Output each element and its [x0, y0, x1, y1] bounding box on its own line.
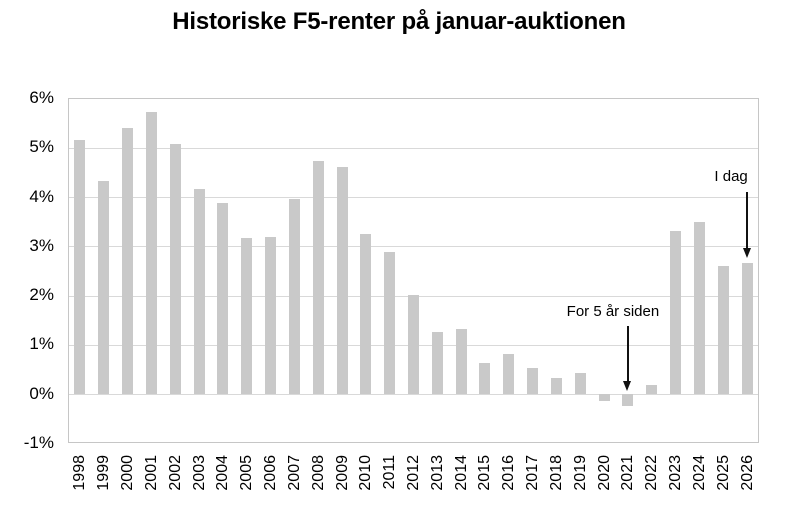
y-tick-2pct: 2% — [29, 285, 54, 305]
annotation-arrow-line-for-5-r-siden — [627, 326, 629, 381]
x-label-2020: 2020 — [595, 455, 613, 491]
bar-2011 — [384, 252, 396, 394]
x-label-2007: 2007 — [285, 455, 303, 491]
y-tick-0pct: 0% — [29, 383, 54, 403]
bar-2016 — [503, 353, 515, 394]
x-label-2009: 2009 — [333, 455, 351, 491]
x-label-2014: 2014 — [452, 455, 470, 491]
bar-2005 — [241, 238, 253, 394]
bar-2013 — [431, 331, 443, 394]
bar-2010 — [360, 233, 372, 394]
y-tick-3pct: 3% — [29, 235, 54, 255]
x-label-2016: 2016 — [500, 455, 518, 491]
bar-2020 — [598, 393, 610, 402]
x-label-1998: 1998 — [71, 455, 89, 491]
bar-2018 — [550, 378, 562, 394]
y-tick-1pct: 1% — [29, 334, 54, 354]
gridline-0pct — [69, 394, 758, 396]
bar-2015 — [479, 362, 491, 394]
bar-1998 — [74, 139, 86, 394]
bar-2004 — [217, 202, 229, 394]
x-label-1999: 1999 — [95, 455, 113, 491]
bar-2007 — [288, 199, 300, 394]
x-label-2011: 2011 — [381, 455, 399, 490]
y-tick-neg1pct: -1% — [23, 433, 54, 452]
bar-2001 — [145, 111, 157, 394]
x-label-2006: 2006 — [262, 455, 280, 491]
annotation-label-i-dag: I dag — [714, 168, 748, 185]
bar-2009 — [336, 167, 348, 394]
bar-2002 — [169, 143, 181, 394]
x-label-2001: 2001 — [142, 455, 160, 491]
chart-title: Historiske F5-renter på januar-auktionen — [172, 8, 626, 35]
x-label-2012: 2012 — [405, 455, 422, 491]
x-label-2024: 2024 — [690, 455, 708, 491]
bar-2014 — [455, 328, 467, 394]
x-label-2017: 2017 — [524, 455, 542, 491]
x-label-2019: 2019 — [571, 455, 589, 491]
bar-2025 — [717, 266, 729, 394]
x-label-2005: 2005 — [238, 455, 256, 491]
x-label-2018: 2018 — [547, 455, 565, 491]
bar-2017 — [527, 367, 539, 394]
gridline-4pct — [69, 197, 758, 199]
annotation-label-for-5-r-siden: For 5 år siden — [566, 303, 660, 320]
bar-2003 — [193, 189, 205, 394]
x-label-2015: 2015 — [476, 455, 494, 491]
bar-2022 — [646, 385, 658, 394]
bar-2024 — [693, 221, 705, 394]
bar-2023 — [670, 230, 682, 394]
x-label-2000: 2000 — [119, 455, 137, 491]
x-label-2022: 2022 — [643, 455, 661, 491]
x-label-2004: 2004 — [214, 455, 232, 491]
bar-2006 — [265, 237, 277, 394]
annotation-arrowhead-for-5-r-siden — [623, 381, 632, 391]
annotation-arrowhead-i-dag — [742, 248, 751, 258]
bar-2000 — [122, 127, 134, 394]
x-label-2010: 2010 — [357, 455, 375, 491]
x-label-2026: 2026 — [738, 455, 756, 491]
y-tick-5pct: 5% — [29, 137, 54, 157]
x-label-2003: 2003 — [190, 455, 208, 491]
bar-2008 — [312, 161, 324, 394]
x-label-2008: 2008 — [309, 455, 327, 491]
y-tick-4pct: 4% — [29, 186, 54, 206]
x-label-2025: 2025 — [714, 455, 732, 491]
y-tick-6pct: 6% — [29, 88, 54, 107]
bar-2012 — [408, 295, 419, 394]
bar-2019 — [574, 373, 586, 394]
gridline-5pct — [69, 147, 758, 149]
bar-2026 — [741, 263, 753, 394]
bar-2021 — [622, 393, 634, 406]
bar-1999 — [98, 180, 110, 394]
annotation-arrow-line-i-dag — [746, 192, 748, 248]
gridline-3pct — [69, 246, 758, 248]
x-label-2021: 2021 — [619, 455, 637, 491]
x-label-2002: 2002 — [166, 455, 184, 491]
x-label-2013: 2013 — [428, 455, 446, 491]
x-label-2023: 2023 — [667, 455, 685, 491]
